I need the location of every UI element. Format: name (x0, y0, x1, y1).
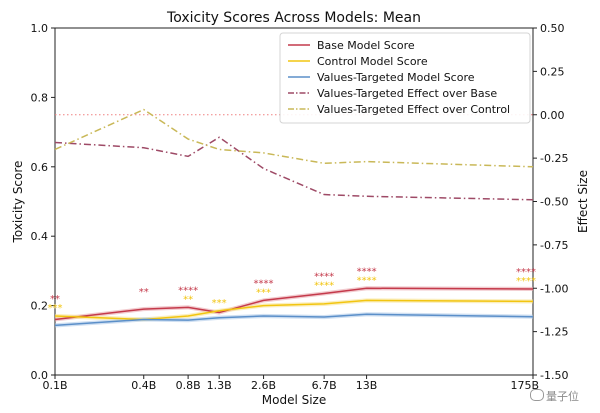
x-tick-label: 13B (356, 379, 378, 392)
y2-tick-label: -1.50 (540, 369, 568, 382)
y2-axis-label: Effect Size (576, 170, 590, 233)
y-tick-label: 0.4 (31, 230, 49, 243)
confidence-band (55, 298, 533, 322)
series-line-values-targeted-model-score (54, 313, 534, 327)
significance-base: ** (50, 294, 60, 305)
legend-label: Base Model Score (317, 39, 415, 52)
y2-tick-label: 0.25 (540, 65, 565, 78)
significance-control: *** (212, 298, 227, 309)
legend-label: Values-Targeted Model Score (317, 71, 475, 84)
significance-control: *** (48, 303, 63, 314)
significance-base: ** (139, 287, 149, 298)
series-line-base-model-score (54, 287, 534, 321)
significance-control: **** (357, 275, 377, 286)
x-tick-label: 0.1B (42, 379, 67, 392)
watermark-icon (530, 389, 544, 401)
confidence-band (55, 286, 533, 322)
legend-label: Values-Targeted Effect over Control (317, 103, 510, 116)
y2-tick-label: -0.75 (540, 239, 568, 252)
watermark-text: 量子位 (546, 390, 579, 403)
y2-tick-label: -1.00 (540, 282, 568, 295)
chart-title: Toxicity Scores Across Models: Mean (166, 10, 421, 26)
y-tick-label: 0.2 (31, 300, 49, 313)
y-tick-label: 0.6 (31, 161, 49, 174)
y-tick-label: 0.0 (31, 369, 49, 382)
x-tick-label: 6.7B (312, 379, 337, 392)
y2-tick-label: -1.25 (540, 326, 568, 339)
significance-control: *** (256, 287, 271, 298)
significance-control: ** (183, 294, 193, 305)
confidence-band (55, 312, 533, 328)
legend-box (279, 32, 531, 124)
y2-tick-label: 0.50 (540, 22, 565, 35)
y2-tick-label: -0.25 (540, 152, 568, 165)
y-tick-label: 0.8 (31, 91, 49, 104)
y-tick-label: 1.0 (31, 22, 49, 35)
significance-base: **** (254, 278, 274, 289)
x-tick-label: 1.3B (207, 379, 232, 392)
significance-base: **** (314, 271, 334, 282)
x-tick-label: 0.4B (131, 379, 156, 392)
x-tick-label: 175B (510, 379, 539, 392)
series-line-values-targeted-effect-over-control (54, 108, 534, 168)
y2-tick-label: -0.50 (540, 196, 568, 209)
watermark: 量子位 (530, 388, 579, 404)
significance-base: **** (357, 266, 377, 277)
legend-label: Control Model Score (317, 55, 428, 68)
x-tick-label: 0.8B (176, 379, 201, 392)
significance-base: **** (516, 267, 536, 278)
x-axis-label: Model Size (262, 393, 326, 407)
significance-control: **** (516, 276, 536, 287)
x-tick-label: 2.6B (251, 379, 276, 392)
significance-base: **** (178, 285, 198, 296)
y-axis-label: Toxicity Score (11, 161, 25, 244)
significance-control: **** (314, 280, 334, 291)
legend-label: Values-Targeted Effect over Base (317, 87, 497, 100)
y2-tick-label: 0.00 (540, 109, 565, 122)
